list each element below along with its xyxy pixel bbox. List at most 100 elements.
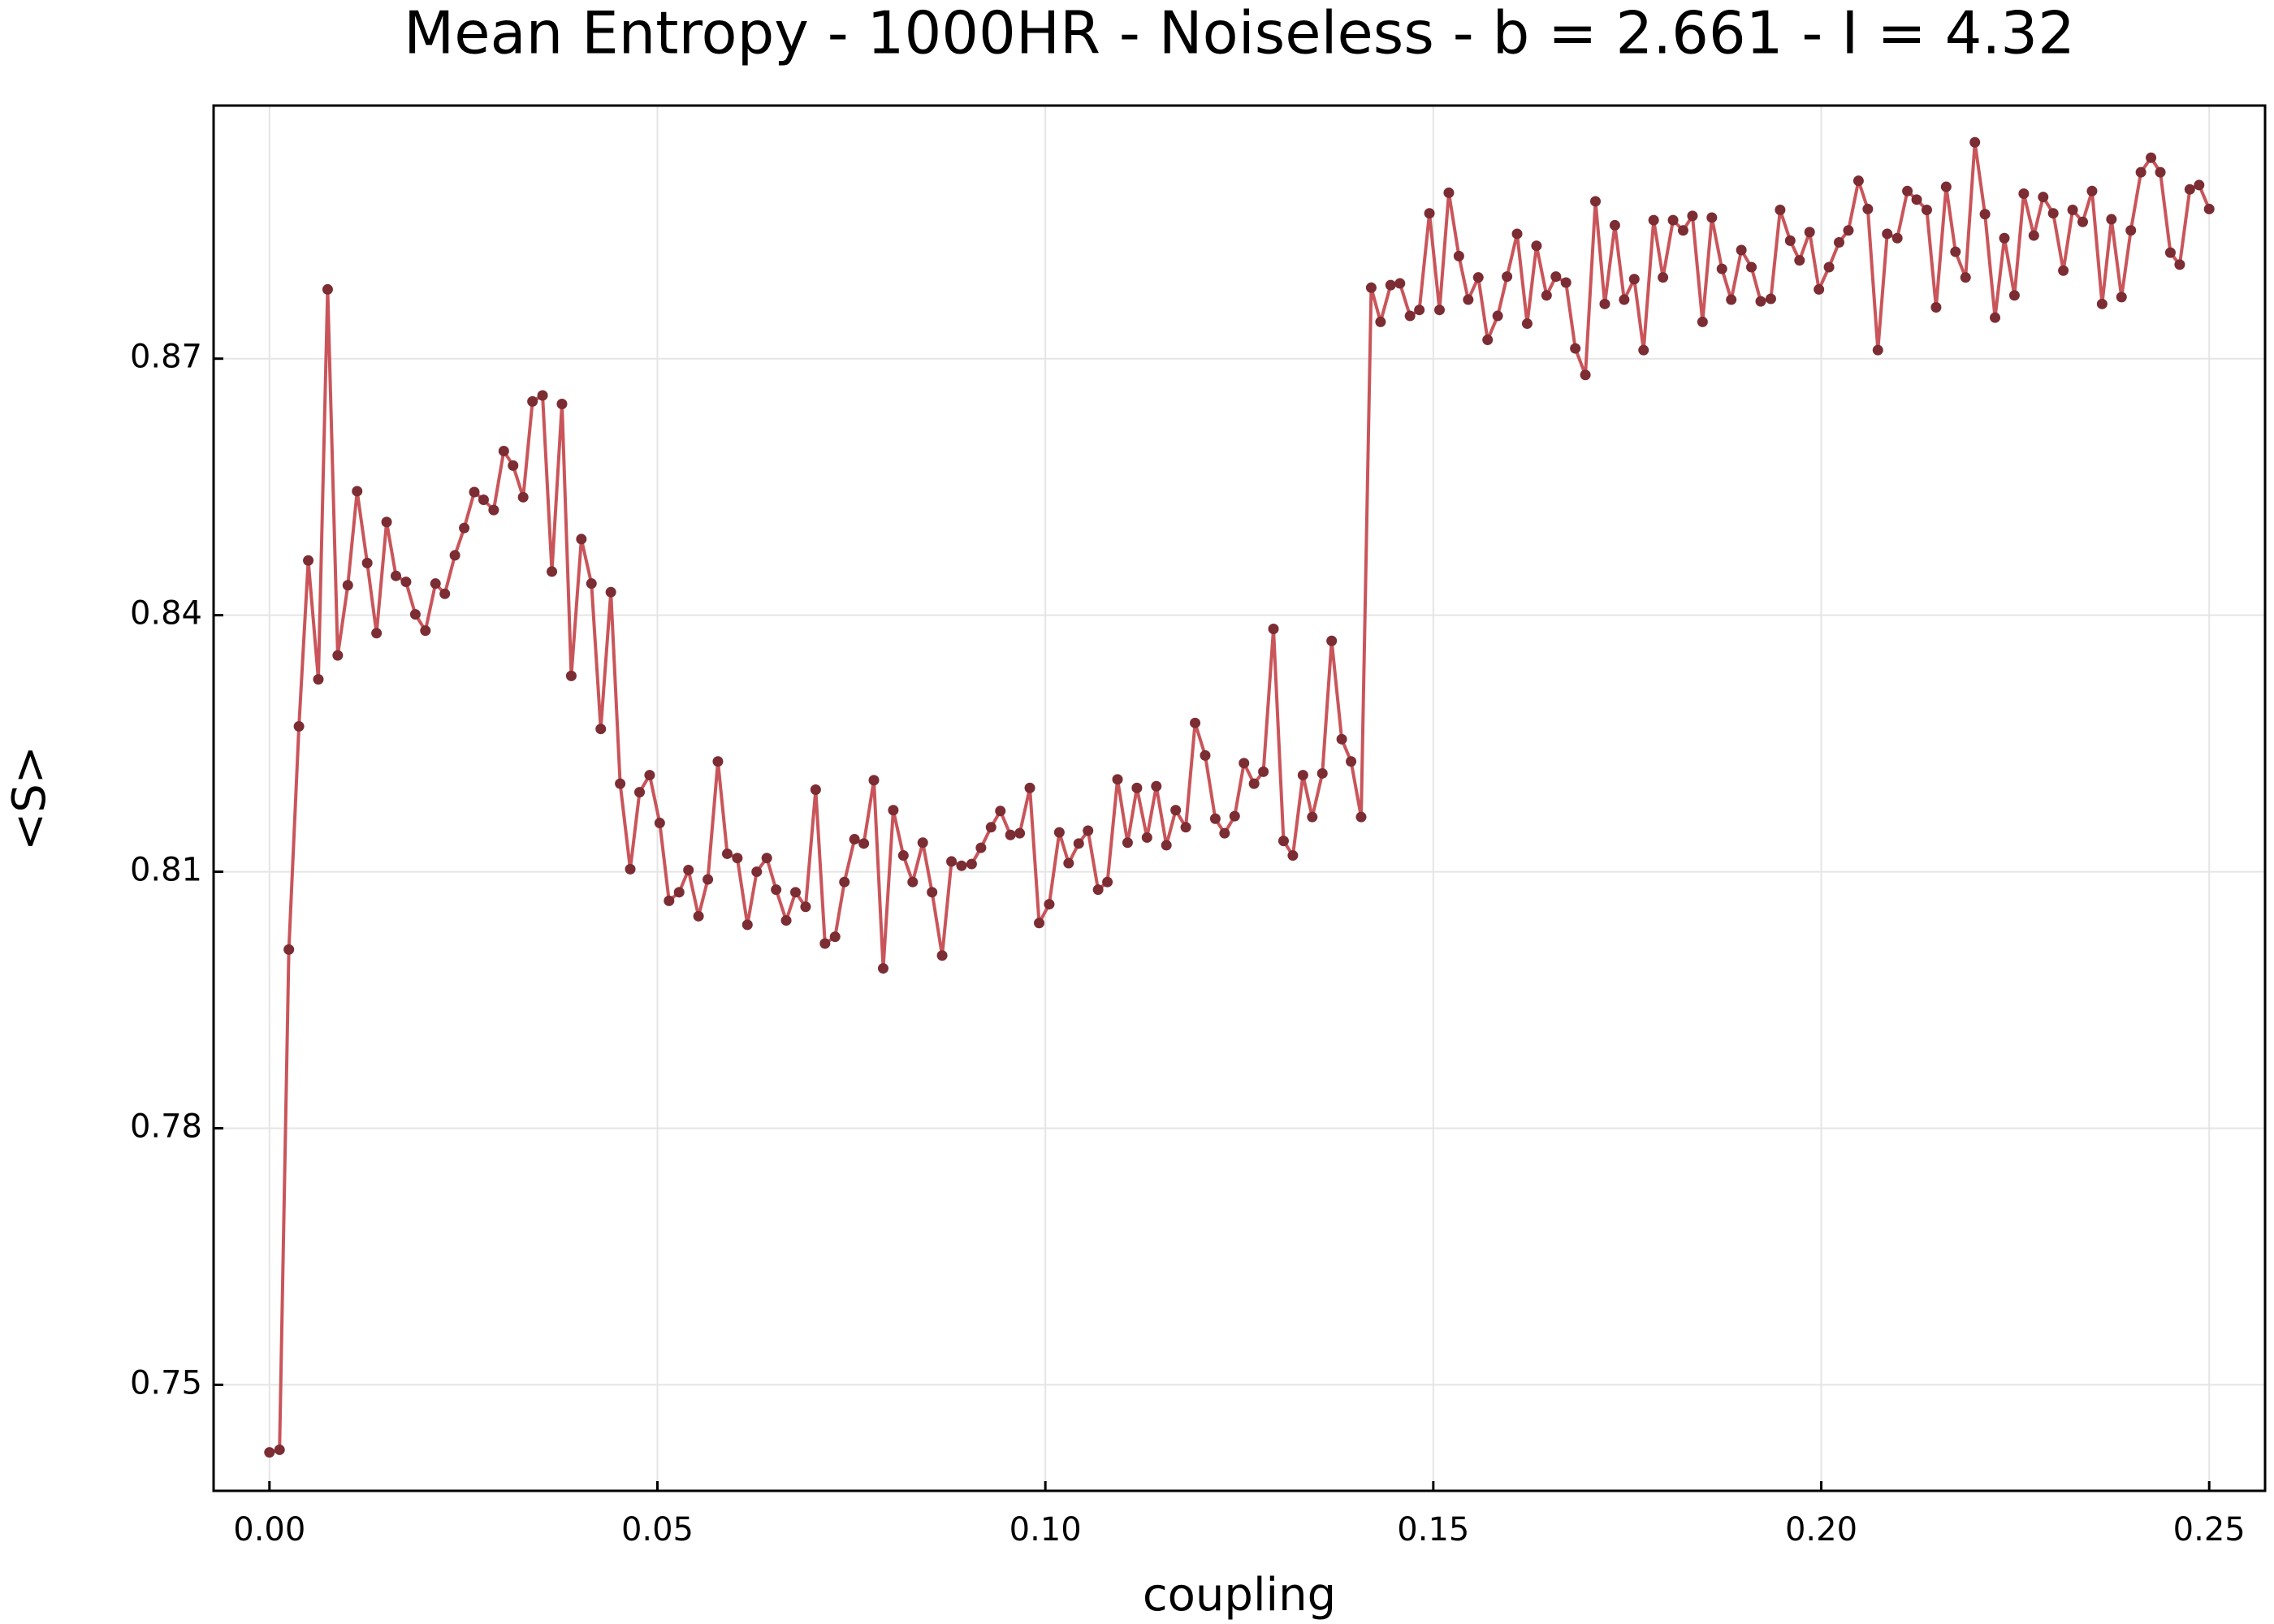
data-point — [1170, 805, 1182, 816]
data-point — [2125, 225, 2137, 236]
data-point — [1180, 822, 1191, 833]
y-tick-label: 0.84 — [130, 595, 202, 633]
data-point — [703, 874, 714, 885]
data-point — [721, 848, 733, 859]
data-point — [2146, 152, 2157, 163]
data-point — [1628, 274, 1640, 285]
y-tick-label: 0.78 — [130, 1108, 202, 1145]
data-point — [693, 910, 704, 922]
data-point — [1940, 181, 1952, 192]
data-point — [537, 390, 548, 401]
data-point — [1375, 316, 1386, 327]
data-point — [498, 445, 509, 456]
data-point — [956, 860, 967, 871]
data-point — [1346, 756, 1357, 767]
data-point — [858, 838, 870, 849]
data-point — [741, 919, 753, 931]
data-point — [1930, 302, 1942, 313]
data-point — [800, 901, 811, 913]
data-point — [1404, 310, 1416, 322]
data-point — [2067, 204, 2078, 215]
data-point — [293, 721, 305, 732]
data-point — [1814, 283, 1825, 295]
data-point — [283, 944, 295, 955]
data-point — [1775, 204, 1786, 215]
data-point — [1716, 263, 1727, 274]
data-point — [1492, 310, 1503, 322]
data-point — [488, 504, 499, 516]
data-point — [1131, 782, 1143, 793]
data-point — [975, 842, 987, 853]
data-point — [1580, 369, 1591, 381]
data-point — [1365, 282, 1377, 293]
data-point — [888, 805, 899, 816]
data-point — [420, 625, 431, 637]
data-point — [449, 550, 460, 561]
data-point — [1316, 767, 1328, 779]
data-point — [1706, 212, 1718, 223]
data-point — [605, 586, 616, 598]
data-point — [819, 938, 831, 949]
data-point — [2135, 166, 2146, 178]
data-point — [1092, 884, 1104, 896]
x-tick-label: 0.20 — [1785, 1511, 1857, 1548]
data-point — [1355, 811, 1367, 823]
data-point — [1424, 208, 1435, 219]
x-axis-label: coupling — [1143, 1569, 1336, 1622]
data-point — [1619, 294, 1630, 305]
data-point — [995, 806, 1006, 817]
data-point — [1151, 780, 1162, 792]
data-point — [1063, 857, 1074, 869]
data-point — [1219, 827, 1230, 839]
data-point — [1648, 214, 1659, 226]
data-point — [1590, 196, 1602, 207]
data-point — [303, 555, 314, 566]
data-point — [517, 491, 529, 503]
data-point — [1990, 312, 2001, 323]
data-line — [269, 140, 2211, 1454]
data-point — [1999, 232, 2010, 244]
data-point — [576, 533, 587, 545]
x-tick-label: 0.05 — [621, 1511, 694, 1548]
data-point — [1599, 298, 1610, 309]
data-point — [1834, 236, 1845, 248]
data-point — [897, 850, 909, 862]
data-point — [1794, 255, 1805, 266]
data-point — [1453, 250, 1464, 261]
data-point — [633, 787, 645, 798]
data-point — [361, 557, 373, 568]
data-point — [2077, 216, 2088, 227]
data-point — [771, 884, 782, 896]
data-point — [1326, 635, 1338, 646]
y-axis-label: <S> — [3, 745, 56, 850]
data-point — [1521, 318, 1533, 330]
data-point — [1862, 203, 1874, 214]
data-point — [615, 778, 626, 789]
data-point — [1746, 261, 1757, 273]
data-point — [313, 674, 324, 685]
data-point — [391, 570, 402, 581]
data-point — [1102, 876, 1113, 888]
data-point — [342, 580, 353, 591]
data-point — [1950, 246, 1961, 257]
data-point — [1258, 766, 1269, 777]
data-point — [936, 950, 948, 961]
data-point — [352, 486, 363, 497]
x-tick-label: 0.15 — [1397, 1511, 1469, 1548]
data-point — [644, 770, 655, 781]
data-point — [1979, 209, 1991, 220]
data-point — [2028, 230, 2039, 241]
data-point — [1755, 296, 1766, 307]
data-point — [761, 853, 772, 864]
data-point — [1414, 304, 1425, 316]
data-point — [1278, 836, 1289, 847]
data-point — [625, 863, 636, 875]
data-point — [1726, 294, 1737, 305]
data-point — [469, 486, 480, 498]
data-point — [1336, 733, 1347, 745]
data-point — [1005, 829, 1016, 840]
data-point — [547, 566, 558, 577]
data-point — [595, 723, 607, 735]
data-point — [1667, 214, 1679, 226]
